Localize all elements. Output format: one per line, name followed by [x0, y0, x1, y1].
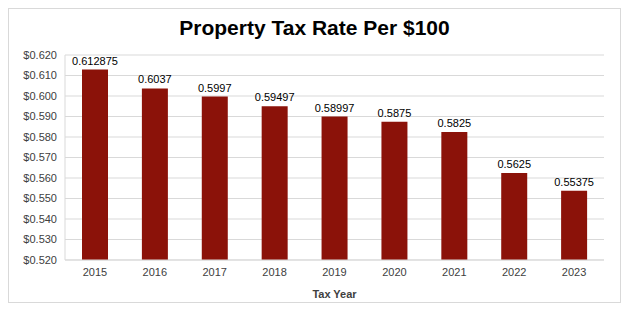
svg-text:$0.550: $0.550 [23, 192, 57, 204]
svg-text:2023: 2023 [562, 266, 586, 278]
svg-text:$0.620: $0.620 [23, 49, 57, 61]
svg-text:0.6037: 0.6037 [138, 73, 172, 85]
svg-text:$0.520: $0.520 [23, 254, 57, 266]
svg-text:2022: 2022 [502, 266, 526, 278]
svg-text:$0.610: $0.610 [23, 69, 57, 81]
svg-text:0.55375: 0.55375 [554, 176, 594, 188]
svg-text:0.5875: 0.5875 [378, 107, 412, 119]
svg-text:$0.600: $0.600 [23, 90, 57, 102]
svg-text:0.59497: 0.59497 [255, 91, 295, 103]
svg-text:Tax Year: Tax Year [312, 288, 357, 300]
svg-text:$0.580: $0.580 [23, 131, 57, 143]
svg-text:$0.590: $0.590 [23, 110, 57, 122]
svg-text:0.5825: 0.5825 [438, 117, 472, 129]
svg-text:2016: 2016 [143, 266, 167, 278]
svg-text:0.5625: 0.5625 [497, 158, 531, 170]
html-text:Property Tax Rate Per $100: Property Tax Rate Per $100 [179, 16, 450, 39]
svg-text:2019: 2019 [322, 266, 346, 278]
svg-text:$0.560: $0.560 [23, 172, 57, 184]
svg-text:$0.570: $0.570 [23, 151, 57, 163]
svg-text:0.5997: 0.5997 [198, 82, 232, 94]
svg-text:2015: 2015 [83, 266, 107, 278]
svg-text:0.58997: 0.58997 [315, 102, 355, 114]
svg-text:2018: 2018 [262, 266, 286, 278]
svg-text:2020: 2020 [382, 266, 406, 278]
svg-text:$0.530: $0.530 [23, 233, 57, 245]
svg-text:2017: 2017 [202, 266, 226, 278]
svg-text:$0.540: $0.540 [23, 213, 57, 225]
svg-text:2021: 2021 [442, 266, 466, 278]
svg-text:0.612875: 0.612875 [72, 55, 118, 67]
